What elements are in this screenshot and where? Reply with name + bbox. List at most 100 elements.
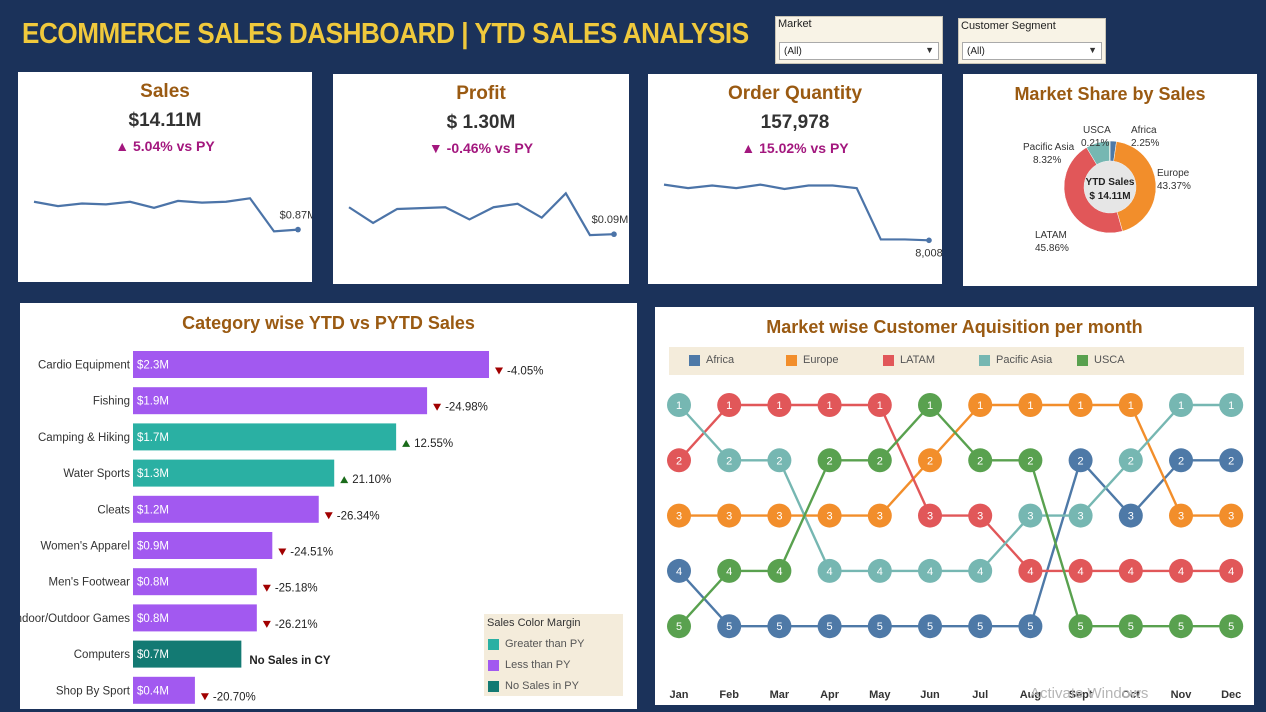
rank-marker[interactable]	[717, 393, 742, 417]
rank-marker[interactable]	[968, 558, 993, 583]
rank-marker[interactable]	[1068, 448, 1093, 473]
legend-none[interactable]: No Sales in PY	[488, 680, 579, 692]
category-bar[interactable]	[133, 568, 257, 596]
rank-marker[interactable]	[817, 448, 842, 473]
rank-marker[interactable]	[1068, 393, 1093, 417]
rank-marker[interactable]	[1118, 614, 1143, 639]
bar-value-label: $0.9M	[137, 541, 169, 553]
rank-marker[interactable]	[867, 448, 892, 473]
rank-marker[interactable]	[667, 614, 691, 639]
segment-select-value: (All)	[967, 46, 985, 57]
rank-marker[interactable]	[1219, 448, 1244, 473]
rank-marker[interactable]	[1018, 393, 1043, 417]
market-select[interactable]: (All) ▼	[779, 42, 939, 60]
rank-marker[interactable]	[667, 393, 691, 417]
rank-marker[interactable]	[767, 393, 792, 417]
rank-marker[interactable]	[1169, 503, 1193, 528]
rank-marker[interactable]	[1068, 614, 1093, 639]
acquisition-legend-item[interactable]: Africa	[689, 354, 734, 366]
rank-marker[interactable]	[918, 614, 942, 639]
acquisition-legend-item[interactable]: Pacific Asia	[979, 354, 1052, 366]
category-bar[interactable]	[133, 495, 319, 523]
rank-label: 3	[776, 511, 782, 523]
month-tick-label: Oct	[1122, 689, 1141, 701]
rank-marker[interactable]	[1068, 558, 1093, 583]
rank-marker[interactable]	[1118, 503, 1143, 528]
chevron-down-icon[interactable]: ▼	[925, 45, 934, 55]
rank-marker[interactable]	[1068, 503, 1093, 528]
rank-marker[interactable]	[817, 614, 842, 639]
donut-slice[interactable]	[1109, 140, 1111, 162]
rank-marker[interactable]	[817, 393, 842, 417]
donut-center	[1084, 161, 1136, 213]
segment-filter-label: Customer Segment	[961, 20, 1056, 32]
segment-select[interactable]: (All) ▼	[962, 42, 1102, 60]
rank-marker[interactable]	[1018, 503, 1043, 528]
rank-marker[interactable]	[867, 393, 892, 417]
rank-marker[interactable]	[867, 614, 892, 639]
category-bar[interactable]	[133, 532, 273, 559]
rank-label: 2	[927, 455, 933, 467]
rank-marker[interactable]	[767, 448, 792, 473]
rank-marker[interactable]	[717, 503, 742, 528]
rank-marker[interactable]	[717, 448, 742, 473]
rank-marker[interactable]	[1018, 448, 1043, 473]
rank-marker[interactable]	[717, 558, 742, 583]
rank-marker[interactable]	[1018, 558, 1043, 583]
bar-change-label: 21.10%	[352, 474, 391, 486]
rank-marker[interactable]	[1219, 503, 1244, 528]
rank-marker[interactable]	[667, 448, 691, 473]
chevron-down-icon[interactable]: ▼	[1088, 45, 1097, 55]
rank-label: 1	[776, 400, 782, 412]
rank-marker[interactable]	[867, 558, 892, 583]
acquisition-legend-item[interactable]: USCA	[1077, 354, 1125, 366]
rank-marker[interactable]	[667, 558, 691, 583]
rank-marker[interactable]	[1169, 448, 1193, 473]
rank-marker[interactable]	[968, 393, 993, 417]
rank-marker[interactable]	[1118, 448, 1143, 473]
legend-label: Less than PY	[505, 659, 571, 671]
rank-marker[interactable]	[1118, 558, 1143, 583]
rank-marker[interactable]	[968, 448, 993, 473]
rank-marker[interactable]	[817, 503, 842, 528]
rank-marker[interactable]	[1118, 393, 1143, 417]
acquisition-legend-item[interactable]: LATAM	[883, 354, 935, 366]
category-bar[interactable]	[133, 640, 242, 668]
market-filter[interactable]: Market (All) ▼	[775, 16, 943, 64]
category-bar[interactable]	[133, 604, 257, 632]
category-bar[interactable]	[133, 423, 397, 451]
rank-marker[interactable]	[918, 448, 942, 473]
rank-marker[interactable]	[1169, 614, 1193, 639]
rank-marker[interactable]	[767, 558, 792, 583]
rank-marker[interactable]	[717, 614, 742, 639]
rank-label: 1	[977, 400, 983, 412]
rank-marker[interactable]	[767, 503, 792, 528]
legend-greater[interactable]: Greater than PY	[488, 638, 585, 650]
rank-marker[interactable]	[867, 503, 892, 528]
rank-marker[interactable]	[1219, 558, 1244, 583]
rank-marker[interactable]	[667, 503, 691, 528]
rank-marker[interactable]	[1169, 558, 1193, 583]
rank-marker[interactable]	[918, 503, 942, 528]
rank-marker[interactable]	[918, 558, 942, 583]
category-bar[interactable]	[133, 676, 195, 704]
bar-value-label: $1.2M	[137, 504, 169, 516]
rank-marker[interactable]	[767, 614, 792, 639]
rank-marker[interactable]	[1169, 393, 1193, 417]
rank-marker[interactable]	[918, 393, 942, 417]
category-bar[interactable]	[133, 351, 489, 378]
category-bar[interactable]	[133, 459, 335, 487]
rank-marker[interactable]	[817, 558, 842, 583]
rank-marker[interactable]	[1219, 393, 1244, 417]
donut-slice[interactable]	[1063, 147, 1123, 234]
rank-marker[interactable]	[968, 614, 993, 639]
rank-marker[interactable]	[1219, 614, 1244, 639]
customer-segment-filter[interactable]: Customer Segment (All) ▼	[958, 18, 1106, 64]
legend-less[interactable]: Less than PY	[488, 659, 570, 671]
rank-marker[interactable]	[968, 503, 993, 528]
category-label: Indoor/Outdoor Games	[20, 613, 130, 625]
legend-swatch	[1077, 354, 1088, 366]
rank-marker[interactable]	[1018, 614, 1043, 639]
acquisition-legend-item[interactable]: Europe	[786, 354, 838, 366]
category-bar[interactable]	[133, 387, 428, 415]
